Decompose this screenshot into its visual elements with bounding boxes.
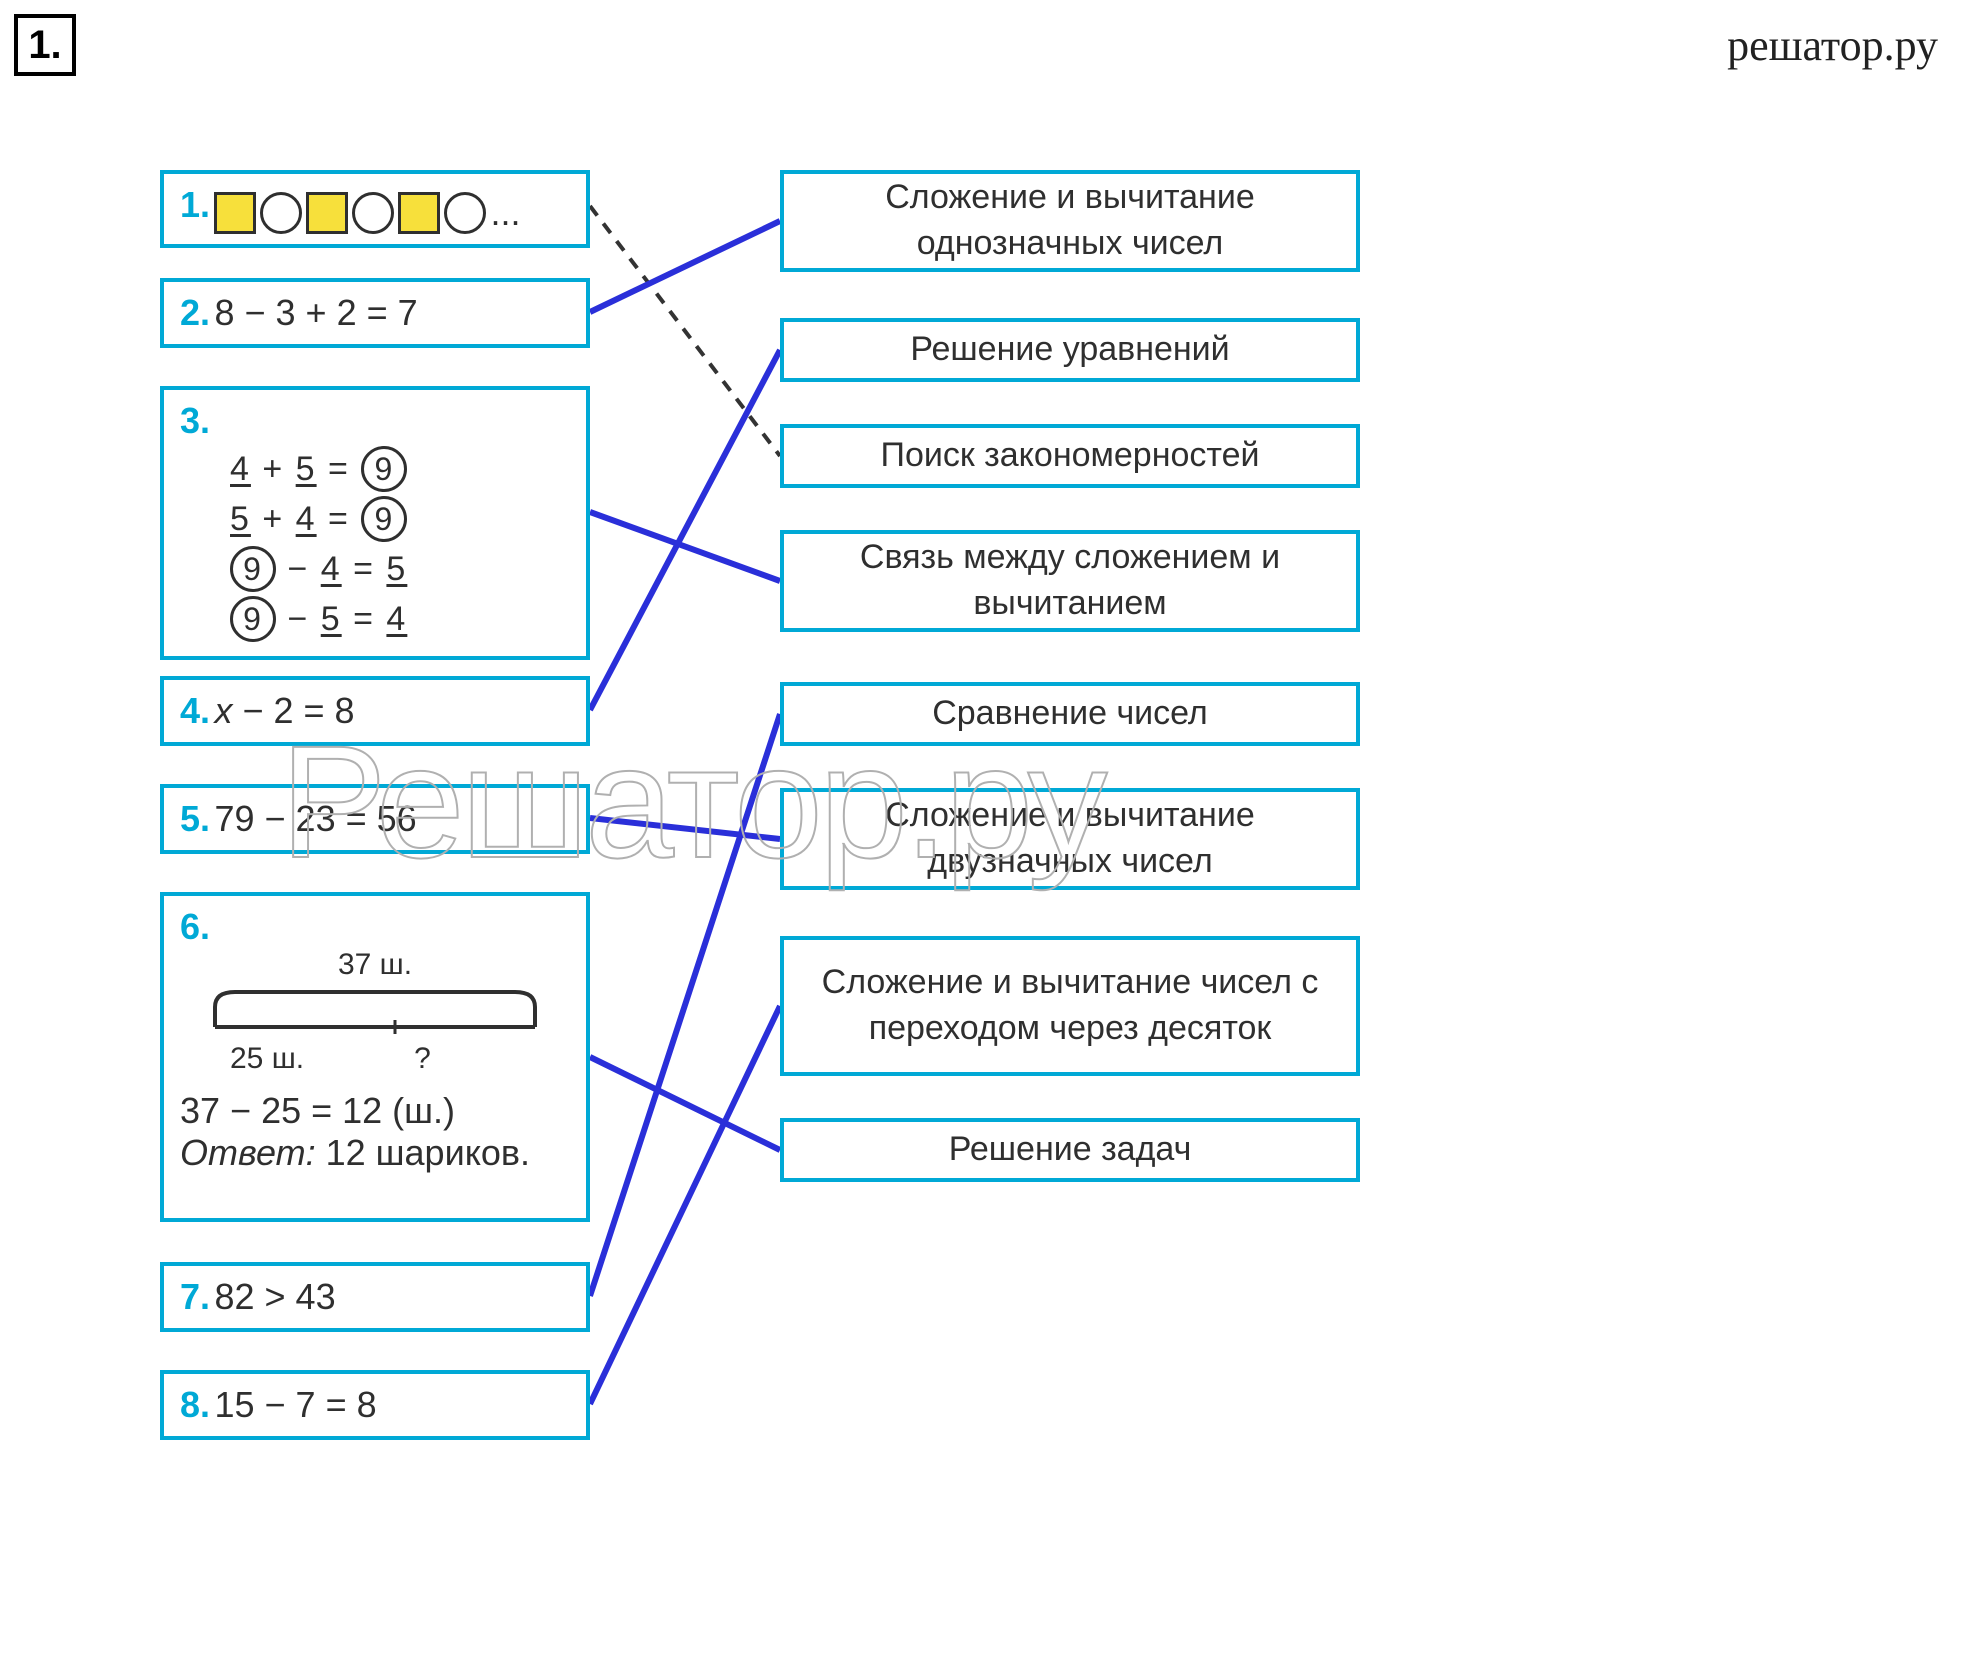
- ellipsis: ...: [490, 192, 520, 233]
- category-label: Сложение и вычитание двузначных чисел: [800, 793, 1340, 885]
- category-label: Решение уравнений: [910, 327, 1229, 373]
- left-box-3: 3. 4 + 5 = 95 + 4 = 99 − 4 = 59 − 5 = 4: [160, 386, 590, 660]
- box-number: 6.: [180, 906, 210, 947]
- box-number: 1.: [180, 184, 210, 225]
- problem-answer: Ответ: 12 шариков.: [180, 1132, 570, 1174]
- connection-line: [590, 350, 780, 710]
- segment-parts-label: 25 ш.?: [180, 1042, 570, 1076]
- connection-line: [590, 1006, 780, 1404]
- square-icon: [214, 192, 256, 234]
- box-number: 7.: [180, 1276, 210, 1317]
- right-box-1: Сложение и вычитание однозначных чисел: [780, 170, 1360, 272]
- category-label: Сложение и вычитание однозначных чисел: [800, 175, 1340, 267]
- right-box-4: Связь между сложением и вычитанием: [780, 530, 1360, 632]
- connection-line: [590, 818, 780, 839]
- box-number: 4.: [180, 690, 210, 731]
- equation-row: 9 − 4 = 5: [180, 546, 570, 592]
- circle-icon: [444, 192, 486, 234]
- equation-text: 15 − 7 = 8: [214, 1384, 376, 1425]
- left-box-2: 2. 8 − 3 + 2 = 7: [160, 278, 590, 348]
- left-box-6: 6.37 ш. 25 ш.? 37 − 25 = 12 (ш.)Ответ: 12 …: [160, 892, 590, 1222]
- box-number: 2.: [180, 292, 210, 333]
- connection-line: [590, 221, 780, 312]
- equation-row: 9 − 5 = 4: [180, 596, 570, 642]
- connection-line: [590, 1057, 780, 1150]
- page: 1. решатор.ру 1. ... 2. 8 − 3 + 2 = 7 3. 4 …: [0, 0, 1968, 1655]
- box-number: 8.: [180, 1384, 210, 1425]
- connection-line: [590, 512, 780, 581]
- right-box-6: Сложение и вычитание двузначных чисел: [780, 788, 1360, 890]
- box-number: 3.: [180, 400, 210, 441]
- left-box-8: 8. 15 − 7 = 8: [160, 1370, 590, 1440]
- equation-text: x − 2 = 8: [214, 690, 354, 731]
- category-label: Поиск закономерностей: [881, 433, 1260, 479]
- question-number-box: 1.: [14, 14, 76, 76]
- right-box-8: Решение задач: [780, 1118, 1360, 1182]
- right-box-5: Сравнение чисел: [780, 682, 1360, 746]
- connection-line: [590, 206, 780, 456]
- right-box-2: Решение уравнений: [780, 318, 1360, 382]
- left-box-4: 4. x − 2 = 8: [160, 676, 590, 746]
- square-icon: [306, 192, 348, 234]
- equation-text: 82 > 43: [214, 1276, 335, 1317]
- right-box-3: Поиск закономерностей: [780, 424, 1360, 488]
- category-label: Решение задач: [949, 1127, 1192, 1173]
- equation-text: 79 − 23 = 56: [214, 798, 416, 839]
- equation-text: 8 − 3 + 2 = 7: [214, 292, 417, 333]
- equation-row: 5 + 4 = 9: [180, 496, 570, 542]
- left-box-7: 7. 82 > 43: [160, 1262, 590, 1332]
- connection-line: [590, 714, 780, 1296]
- box-number: 5.: [180, 798, 210, 839]
- pattern-sequence: ...: [214, 204, 520, 221]
- left-box-5: 5. 79 − 23 = 56: [160, 784, 590, 854]
- site-name-label: решатор.ру: [1727, 20, 1938, 71]
- problem-calculation: 37 − 25 = 12 (ш.): [180, 1090, 570, 1132]
- circle-icon: [352, 192, 394, 234]
- circle-icon: [260, 192, 302, 234]
- category-label: Сравнение чисел: [932, 691, 1208, 737]
- segment-total-label: 37 ш.: [180, 948, 570, 982]
- equation-row: 4 + 5 = 9: [180, 446, 570, 492]
- category-label: Связь между сложением и вычитанием: [800, 535, 1340, 627]
- segment-diagram: [195, 982, 555, 1042]
- category-label: Сложение и вычитание чисел с переходом ч…: [800, 960, 1340, 1052]
- square-icon: [398, 192, 440, 234]
- left-box-1: 1. ...: [160, 170, 590, 248]
- right-box-7: Сложение и вычитание чисел с переходом ч…: [780, 936, 1360, 1076]
